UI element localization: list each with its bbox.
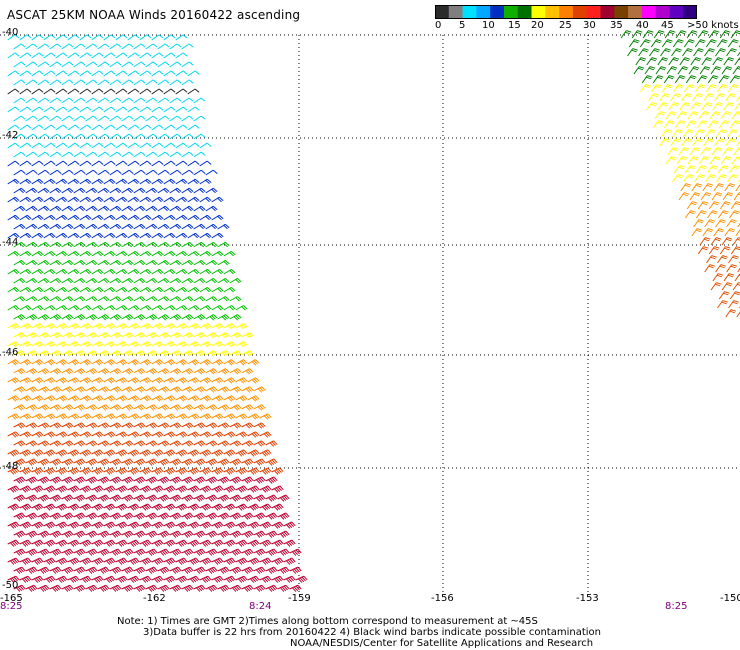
lat-label-48: -48: [2, 461, 19, 472]
wind-speed-color-bar: [435, 5, 697, 19]
cbar-label-35: 35: [610, 20, 623, 31]
color-bar-segment: [435, 5, 450, 19]
color-bar-segment: [531, 5, 546, 19]
color-bar-segment: [600, 5, 615, 19]
color-bar-segment: [641, 5, 657, 19]
color-bar-segment: [448, 5, 464, 19]
color-bar-segment: [545, 5, 560, 19]
cbar-label-5: 5: [459, 20, 466, 31]
color-bar-segment: [517, 5, 533, 19]
color-bar-segment: [572, 5, 588, 19]
color-bar-segment: [462, 5, 477, 19]
cbar-label-10: 10: [482, 20, 495, 31]
lon-label-165: -165: [0, 593, 23, 604]
time-label-east: 8:25: [665, 601, 688, 612]
lat-label-50: -50: [2, 580, 19, 591]
lat-label-44: -44: [2, 237, 19, 248]
cbar-label-50-knots: >50 knots: [687, 20, 739, 31]
color-bar-segment: [559, 5, 574, 19]
note-line-1: Note: 1) Times are GMT 2)Times along bot…: [117, 616, 538, 627]
note-line-3: NOAA/NESDIS/Center for Satellite Applica…: [290, 638, 594, 649]
cbar-label-45: 45: [661, 20, 674, 31]
color-bar-labels: 0 5 10 15 20 25 30 35 40 45 >50 knots: [435, 20, 740, 34]
cbar-label-0: 0: [435, 20, 442, 31]
time-label-mid: 8:24: [249, 601, 272, 612]
page-title: ASCAT 25KM NOAA Winds 20160422 ascending: [7, 8, 301, 22]
color-bar-segment: [669, 5, 684, 19]
lon-label-153: -153: [576, 593, 599, 604]
color-bar-segment: [490, 5, 505, 19]
color-bar-segment: [628, 5, 643, 19]
color-bar-segment: [503, 5, 519, 19]
west-swath-barbs: [7, 34, 308, 592]
color-bar-segment: [614, 5, 629, 19]
lon-label-162: -162: [143, 593, 166, 604]
lon-label-159: -159: [288, 593, 311, 604]
lat-label-42: -42: [2, 130, 19, 141]
cbar-label-15: 15: [508, 20, 521, 31]
time-label-west: 8:25: [0, 601, 23, 612]
east-swath-barbs: [620, 30, 740, 318]
color-bar-segment: [476, 5, 491, 19]
color-bar-segment: [586, 5, 602, 19]
grid-lines: [0, 34, 740, 595]
color-bar-segment: [655, 5, 671, 19]
lon-label-156: -156: [431, 593, 454, 604]
cbar-label-25: 25: [559, 20, 572, 31]
cbar-label-40: 40: [636, 20, 649, 31]
lat-label-46: -46: [2, 347, 19, 358]
note-line-2: 3)Data buffer is 22 hrs from 20160422 4)…: [143, 627, 601, 638]
lat-label-40: -40: [2, 27, 19, 38]
cbar-label-30: 30: [583, 20, 596, 31]
lon-label-150: -150: [720, 593, 740, 604]
color-bar-segment: [683, 5, 697, 19]
cbar-label-20: 20: [531, 20, 544, 31]
